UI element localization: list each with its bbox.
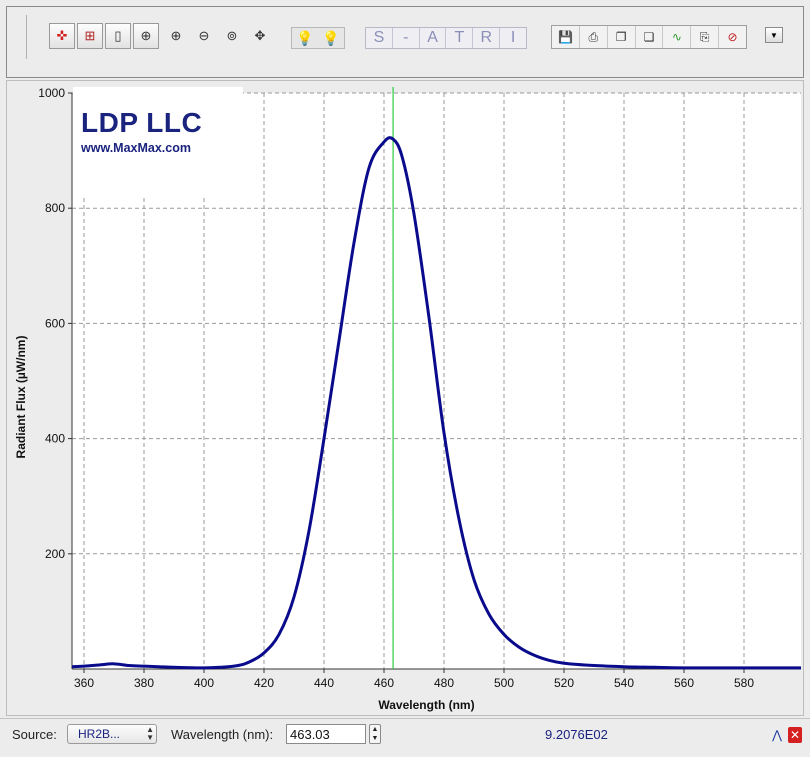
x-tick-label: 520 <box>554 676 574 690</box>
x-tick-label: 480 <box>434 676 454 690</box>
source-value: HR2B... <box>78 727 121 741</box>
x-tick-label: 500 <box>494 676 514 690</box>
save-icon[interactable]: 💾 <box>552 26 580 48</box>
x-tick-label: 380 <box>134 676 154 690</box>
x-tick-label: 580 <box>734 676 754 690</box>
zoom-vertical-icon[interactable]: ▯ <box>105 23 131 49</box>
mode-letter-button[interactable]: A <box>420 28 447 48</box>
status-bar: Source: HR2B... ▲▼ Wavelength (nm): ▲▼ 9… <box>0 718 810 757</box>
x-tick-label: 460 <box>374 676 394 690</box>
zoom-100-icon[interactable]: ⊕ <box>133 23 159 49</box>
wavelength-label: Wavelength (nm): <box>171 727 274 742</box>
mode-letter-button[interactable]: I <box>510 29 516 46</box>
y-tick-label: 400 <box>45 432 65 446</box>
select-arrows-icon: ▲ ▼ <box>146 725 154 742</box>
export-icon[interactable]: ⎘ <box>691 26 720 48</box>
mode-letter-button[interactable]: T <box>446 28 474 48</box>
logo: LDP LLC www.MaxMax.com <box>73 87 243 195</box>
x-axis-label: Wavelength (nm) <box>378 698 474 712</box>
x-tick-label: 420 <box>254 676 274 690</box>
x-tick-label: 440 <box>314 676 334 690</box>
y-tick-label: 800 <box>45 201 65 215</box>
select-point-icon[interactable]: ✜ <box>49 23 75 49</box>
peak-icon[interactable]: ⋀ <box>772 728 782 742</box>
zoom-region-icon[interactable]: ⊞ <box>77 23 103 49</box>
y-axis-label: Radiant Flux (µW/nm) <box>14 336 28 459</box>
print-icon[interactable]: ⎙ <box>580 26 608 48</box>
mode-letter-button[interactable]: - <box>393 28 420 48</box>
close-icon[interactable]: ✕ <box>788 727 802 743</box>
lamp-group: 💡 💡 <box>291 27 345 49</box>
lamp-off-icon[interactable]: 💡 <box>296 29 314 46</box>
lamp-on-icon[interactable]: 💡 <box>322 29 340 46</box>
y-tick-label: 200 <box>45 547 65 561</box>
wavelength-spinner[interactable]: ▲ ▼ <box>369 724 381 744</box>
copy-window-icon[interactable]: ❏ <box>636 26 664 48</box>
zoom-out-icon[interactable]: ⊖ <box>198 28 210 43</box>
copy-icon[interactable]: ❐ <box>608 26 636 48</box>
x-tick-label: 400 <box>194 676 214 690</box>
close-spectrum-icon[interactable]: ⊘ <box>727 30 738 44</box>
x-tick-label: 560 <box>674 676 694 690</box>
mode-letter-button[interactable]: S <box>366 28 393 48</box>
y-tick-label: 1000 <box>38 86 65 100</box>
y-tick-label: 600 <box>45 316 65 330</box>
chart-panel: 360 380 400 420 440 460 480 500 520 540 560 580 200 4… <box>6 80 804 716</box>
spectrum-line <box>71 136 801 670</box>
zoom-in-icon[interactable]: ⊕ <box>170 28 182 43</box>
source-label: Source: <box>12 727 57 742</box>
toolbar-menu-button[interactable]: ▼ <box>765 27 783 43</box>
source-select[interactable]: HR2B... ▲ ▼ <box>67 724 157 744</box>
zoom-fit-icon[interactable]: ⊚ <box>226 28 238 43</box>
logo-title: LDP LLC <box>81 107 203 138</box>
curve-icon[interactable]: ∿ <box>663 26 692 48</box>
wavelength-input[interactable] <box>286 724 366 744</box>
logo-url: www.MaxMax.com <box>81 141 191 155</box>
mode-letter-button[interactable]: R <box>473 28 501 48</box>
flux-readout: 9.2076E02 <box>545 727 608 742</box>
pan-icon[interactable]: ✥ <box>254 28 266 43</box>
x-tick-label: 360 <box>74 676 94 690</box>
x-tick-label: 540 <box>614 676 634 690</box>
file-tools: 💾 ⎙ ❐ ❏ ∿ ⎘ ⊘ <box>551 25 747 49</box>
